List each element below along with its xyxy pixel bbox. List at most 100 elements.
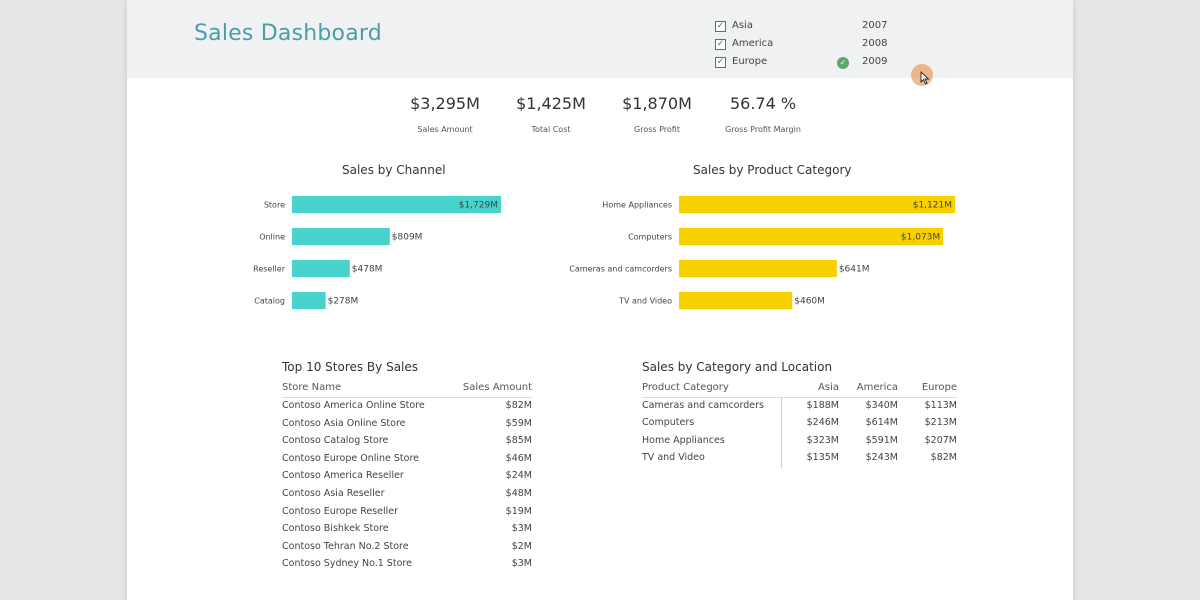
header-divider [282, 397, 532, 398]
kpi-gross-profit-margin: 56.74 % Gross Profit Margin [708, 94, 818, 134]
year-selected-check-icon: ✓ [837, 57, 849, 69]
store-name-cell[interactable]: Contoso Bishkek Store [282, 523, 389, 535]
category-location-title: Sales by Category and Location [642, 360, 833, 374]
year-filter-2007[interactable]: 2007 [862, 20, 888, 31]
category-cell[interactable]: Home Appliances [642, 434, 725, 446]
bar[interactable] [292, 228, 390, 245]
top-stores-title: Top 10 Stores By Sales [282, 360, 419, 374]
dashboard-header: Sales Dashboard ✓ Asia 2007 ✓ America 20… [127, 0, 1073, 86]
store-name-cell[interactable]: Contoso Europe Online Store [282, 452, 419, 464]
europe-value-cell: $213M [924, 417, 957, 429]
column-header-product-category[interactable]: Product Category [642, 382, 729, 393]
store-name-cell[interactable]: Contoso Asia Reseller [282, 488, 385, 499]
bar[interactable] [292, 260, 350, 277]
column-header-sales-amount[interactable]: Sales Amount [462, 382, 532, 393]
bar[interactable] [679, 228, 944, 245]
kpi-label: Gross Profit [634, 125, 680, 134]
store-name-cell[interactable]: Contoso Catalog Store [282, 435, 389, 447]
sales-by-product-category-chart: Home Appliances $1,121M Computers $1,073M Ca… [569, 196, 955, 309]
europe-value-cell: $207M [924, 434, 957, 446]
page-title: Sales Dashboard [194, 21, 382, 46]
category-label: Catalog [254, 297, 285, 306]
america-value-cell: $614M [865, 417, 898, 429]
kpi-label: Sales Amount [417, 125, 473, 134]
data-label: $809M [392, 233, 423, 243]
sales-amount-cell: $2M [511, 540, 532, 552]
asia-value-cell: $188M [806, 400, 839, 411]
sales-amount-cell: $3M [511, 558, 532, 570]
chart-title-sales-by-product-category: Sales by Product Category [693, 163, 852, 177]
category-cell[interactable]: Cameras and camcorders [642, 400, 764, 411]
category-label: Store [264, 201, 285, 210]
category-label: Online [259, 233, 285, 242]
year-filter-2009[interactable]: 2009 [862, 56, 888, 67]
kpi-sales-amount: $3,295M Sales Amount [390, 94, 500, 134]
bar[interactable] [292, 292, 326, 309]
bar[interactable] [679, 292, 793, 309]
column-header-asia[interactable]: Asia [818, 382, 839, 393]
category-label: Computers [628, 233, 672, 242]
data-label: $1,729M [459, 201, 498, 211]
region-label: Asia [732, 20, 753, 31]
category-label: Home Appliances [602, 201, 672, 210]
category-label: TV and Video [618, 297, 672, 306]
sales-by-channel-chart: Store $1,729M Online $809M Reseller $478M Cata… [253, 196, 501, 309]
sales-amount-cell: $24M [505, 470, 532, 482]
sales-amount-cell: $19M [505, 505, 532, 517]
sales-amount-cell: $82M [505, 400, 532, 411]
column-header-store-name[interactable]: Store Name [282, 382, 342, 393]
region-label: Europe [732, 56, 768, 67]
category-cell[interactable]: Computers [642, 417, 695, 429]
category-label: Cameras and camcorders [569, 265, 672, 274]
checkbox-europe[interactable]: ✓ [715, 57, 726, 68]
asia-value-cell: $135M [806, 452, 839, 464]
sales-amount-cell: $85M [505, 435, 532, 447]
kpi-value: $1,425M [516, 94, 586, 113]
sales-amount-cell: $46M [505, 452, 532, 464]
kpi-label: Total Cost [531, 125, 571, 134]
data-label: $1,121M [913, 201, 952, 211]
chart-title-sales-by-channel: Sales by Channel [342, 163, 446, 177]
region-filter-europe[interactable]: ✓ Europe ✓ 2009 [715, 56, 915, 70]
store-name-cell[interactable]: Contoso America Online Store [282, 400, 425, 411]
kpi-label: Gross Profit Margin [725, 125, 801, 134]
category-label: Reseller [253, 265, 286, 274]
column-header-europe[interactable]: Europe [921, 382, 957, 393]
kpi-gross-profit: $1,870M Gross Profit [602, 94, 712, 134]
data-label: $278M [328, 297, 359, 307]
sales-amount-cell: $59M [505, 417, 532, 429]
checkbox-america[interactable]: ✓ [715, 39, 726, 50]
header-divider [642, 397, 957, 398]
category-cell[interactable]: TV and Video [642, 452, 705, 464]
bar[interactable] [292, 196, 501, 213]
data-label: $478M [352, 265, 383, 275]
sales-amount-cell: $48M [505, 488, 532, 499]
kpi-total-cost: $1,425M Total Cost [496, 94, 606, 134]
asia-value-cell: $323M [806, 434, 839, 446]
year-filter-2008[interactable]: 2008 [862, 38, 888, 49]
column-header-america[interactable]: America [856, 382, 898, 393]
europe-value-cell: $82M [930, 452, 957, 464]
region-filter-asia[interactable]: ✓ Asia 2007 [715, 20, 915, 34]
sales-amount-cell: $3M [511, 523, 532, 535]
store-name-cell[interactable]: Contoso Sydney No.1 Store [282, 558, 412, 570]
data-label: $460M [794, 297, 825, 307]
kpi-value: 56.74 % [729, 94, 797, 113]
america-value-cell: $591M [865, 434, 898, 446]
store-name-cell[interactable]: Contoso Asia Online Store [282, 417, 406, 429]
store-name-cell[interactable]: Contoso Tehran No.2 Store [282, 540, 409, 552]
europe-value-cell: $113M [924, 400, 957, 411]
dashboard-page: Sales Dashboard ✓ Asia 2007 ✓ America 20… [127, 0, 1073, 600]
asia-value-cell: $246M [806, 417, 839, 429]
mouse-pointer-icon [920, 70, 930, 85]
region-filter-america[interactable]: ✓ America 2008 [715, 38, 915, 52]
bar[interactable] [679, 196, 955, 213]
data-label: $641M [839, 265, 870, 275]
america-value-cell: $340M [865, 400, 898, 411]
bar[interactable] [679, 260, 837, 277]
checkbox-asia[interactable]: ✓ [715, 21, 726, 32]
store-name-cell[interactable]: Contoso Europe Reseller [282, 505, 399, 517]
kpi-value: $1,870M [622, 94, 692, 113]
kpi-value: $3,295M [410, 94, 480, 113]
store-name-cell[interactable]: Contoso America Reseller [282, 470, 404, 482]
